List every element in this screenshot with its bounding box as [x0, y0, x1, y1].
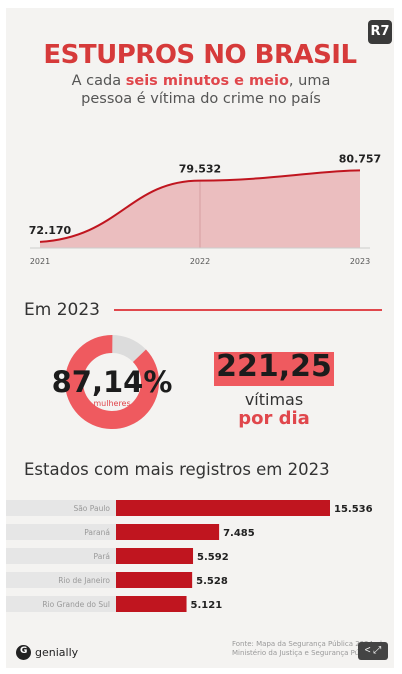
area-tick-label: 2023: [350, 257, 370, 266]
area-tick-label: 2022: [190, 257, 210, 266]
bar-value-label: 5.592: [197, 552, 229, 563]
bar-category-label: Rio de Janeiro: [58, 576, 110, 585]
bar-category-bg: [6, 548, 116, 564]
bar-category-bg: [6, 500, 116, 516]
bar-value-label: 5.121: [191, 600, 223, 611]
donut-chart: 87,14%mulheres: [52, 335, 173, 429]
page-title: ESTUPROS NO BRASIL: [43, 40, 357, 70]
per-day-label-2: por dia: [238, 408, 310, 429]
bar-value-label: 7.485: [223, 528, 255, 539]
bar-category-label: Pará: [94, 552, 110, 561]
genially-brand[interactable]: genially: [16, 645, 78, 660]
bar-category-bg: [6, 524, 116, 540]
share-icon[interactable]: < ⤢: [358, 642, 388, 660]
bar-category-label: Rio Grande do Sul: [42, 600, 110, 609]
donut-center-value: 87,14%: [52, 365, 173, 399]
genially-logo-icon: [16, 645, 31, 660]
donut-center-label: mulheres: [93, 399, 130, 408]
genially-label: genially: [35, 646, 79, 659]
area-data-label: 79.532: [179, 163, 221, 176]
page-subtitle: A cada seis minutos e meio, uma pessoa é…: [46, 72, 356, 108]
bar: [116, 524, 220, 540]
donut-slice-mulheres: [65, 335, 159, 429]
source-note: Fonte: Mapa da Segurança Pública 2024, d…: [232, 640, 387, 657]
subtitle-pre: A cada: [71, 73, 126, 89]
bar-value-label: 15.536: [334, 504, 373, 515]
per-day-label: vítimas: [244, 390, 304, 409]
bar-value-label: 5.528: [196, 576, 228, 587]
subtitle-post: , uma pessoa é vítima do crime no país: [81, 73, 331, 107]
area-tick-label: 2021: [30, 257, 50, 266]
per-day-value: 221,25: [216, 349, 332, 384]
bar-category-bg: [6, 596, 116, 612]
section-divider: [114, 309, 382, 311]
area-chart: 2021 72.170 2022 79.532 2023 80.757: [29, 152, 381, 266]
subtitle-highlight: seis minutos e meio: [125, 73, 289, 89]
bar-chart-title: Estados com mais registros em 2023: [24, 460, 330, 479]
bar: [116, 596, 187, 612]
area-data-label: 80.757: [339, 152, 381, 165]
bar: [116, 500, 330, 516]
infographic-card: R7 ESTUPROS NO BRASIL A cada seis minuto…: [6, 8, 394, 668]
bar-category-label: Paraná: [84, 528, 110, 537]
bar: [116, 548, 194, 564]
bar: [116, 572, 193, 588]
bar-chart: São Paulo 15.536 Paraná 7.485 Pará 5.592 Rio d…: [6, 500, 373, 612]
r7-logo: R7: [368, 20, 392, 44]
area-line: [39, 169, 361, 243]
per-day-highlight: [214, 352, 334, 386]
bar-category-bg: [6, 572, 116, 588]
bar-category-label: São Paulo: [73, 504, 110, 513]
section-2023-heading: Em 2023: [24, 300, 100, 320]
area-data-label: 72.170: [29, 224, 72, 237]
